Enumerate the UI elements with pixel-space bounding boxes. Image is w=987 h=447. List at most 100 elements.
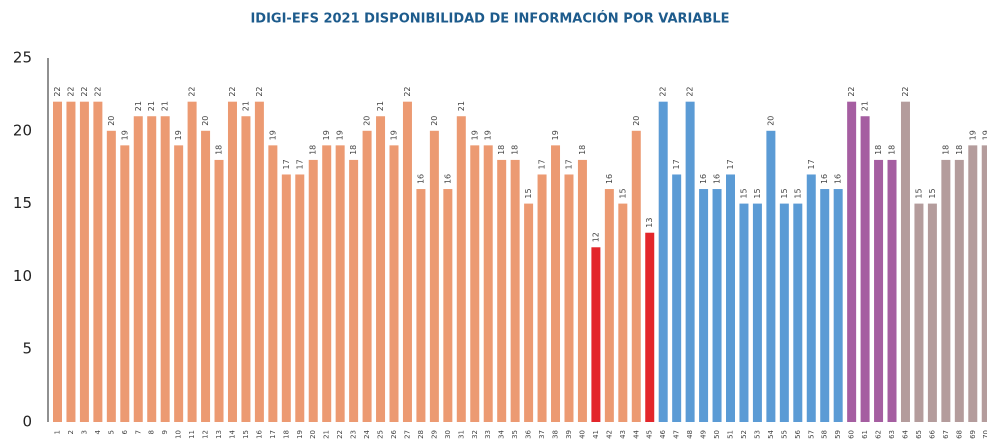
- bar: [645, 232, 655, 422]
- value-label: 22: [188, 86, 197, 96]
- bar: [766, 130, 776, 423]
- x-tick-label: 27: [403, 430, 411, 439]
- bar: [214, 159, 224, 423]
- bar: [820, 189, 830, 422]
- bar: [443, 189, 453, 422]
- value-label: 18: [874, 145, 883, 155]
- x-tick-label: 35: [511, 430, 519, 439]
- x-tick-label: 45: [646, 430, 654, 439]
- bar: [968, 145, 978, 423]
- value-label: 15: [780, 188, 789, 198]
- value-label: 20: [766, 116, 775, 126]
- value-label: 16: [713, 174, 722, 184]
- bar: [53, 101, 62, 423]
- x-tick-label: 6: [121, 429, 129, 434]
- value-label: 19: [268, 130, 277, 140]
- value-label: 13: [645, 218, 654, 228]
- value-label: 16: [605, 174, 614, 184]
- value-label: 19: [968, 130, 977, 140]
- bar: [887, 159, 897, 423]
- x-tick-label: 25: [377, 430, 385, 439]
- x-tick-label: 66: [928, 429, 936, 438]
- x-tick-label: 28: [417, 430, 425, 439]
- value-label: 17: [726, 159, 735, 169]
- value-label: 21: [134, 101, 143, 111]
- x-tick-label: 40: [578, 430, 586, 439]
- bar: [833, 189, 843, 422]
- bar: [79, 101, 89, 423]
- bar: [900, 101, 910, 423]
- bar: [120, 145, 130, 423]
- value-label: 22: [80, 86, 89, 96]
- x-tick-label: 58: [821, 430, 829, 439]
- x-tick-label: 61: [861, 430, 869, 439]
- value-label: 18: [578, 145, 587, 155]
- value-label: 19: [551, 130, 560, 140]
- x-tick-label: 41: [592, 430, 600, 439]
- y-tick-label: 10: [13, 267, 32, 285]
- x-tick-label: 55: [780, 430, 788, 439]
- bar: [847, 101, 857, 423]
- value-label: 15: [524, 188, 533, 198]
- bar: [874, 159, 884, 423]
- bar: [376, 116, 386, 423]
- bar: [308, 159, 318, 423]
- value-label: 15: [618, 188, 627, 198]
- value-label: 22: [228, 86, 237, 96]
- value-label: 18: [349, 145, 358, 155]
- bar: [927, 203, 937, 422]
- x-tick-label: 4: [94, 429, 102, 434]
- x-tick-label: 7: [134, 430, 142, 434]
- value-label: 19: [982, 130, 987, 140]
- bar: [658, 101, 668, 423]
- value-label: 22: [686, 86, 695, 96]
- value-label: 22: [659, 86, 668, 96]
- bar: [241, 116, 251, 423]
- bar: [483, 145, 493, 423]
- x-tick-label: 17: [269, 430, 277, 439]
- bar: [160, 116, 170, 423]
- bar: [739, 203, 749, 422]
- bar: [524, 203, 534, 422]
- value-label: 22: [66, 86, 75, 96]
- value-label: 15: [753, 188, 762, 198]
- x-tick-label: 52: [740, 430, 748, 439]
- y-tick-label: 25: [13, 49, 32, 67]
- x-tick-label: 34: [498, 429, 506, 438]
- value-label: 19: [484, 130, 493, 140]
- value-label: 21: [241, 101, 250, 111]
- x-tick-label: 33: [484, 430, 492, 439]
- value-label: 18: [309, 145, 318, 155]
- value-label: 18: [215, 145, 224, 155]
- bar: [954, 159, 964, 423]
- bar: [631, 130, 641, 423]
- bar: [604, 189, 614, 422]
- x-tick-label: 21: [323, 430, 331, 439]
- value-label: 16: [443, 174, 452, 184]
- x-tick-label: 42: [605, 430, 613, 439]
- bar: [685, 101, 695, 423]
- value-label: 18: [955, 145, 964, 155]
- x-tick-label: 20: [309, 430, 317, 439]
- y-tick-label: 20: [13, 121, 32, 139]
- bar: [174, 145, 184, 423]
- x-tick-label: 11: [188, 430, 196, 439]
- x-tick-label: 12: [202, 430, 210, 439]
- bar: [349, 159, 359, 423]
- value-label: 16: [834, 174, 843, 184]
- x-tick-label: 60: [848, 430, 856, 439]
- bar: [389, 145, 399, 423]
- value-label: 18: [511, 145, 520, 155]
- x-tick-label: 39: [565, 430, 573, 439]
- bar: [227, 101, 237, 423]
- bar: [187, 101, 197, 423]
- value-label: 20: [201, 116, 210, 126]
- value-label: 17: [807, 159, 816, 169]
- value-label: 20: [107, 116, 116, 126]
- x-tick-label: 49: [700, 430, 708, 439]
- x-tick-label: 9: [161, 430, 169, 434]
- x-tick-label: 19: [296, 430, 304, 439]
- value-label: 22: [255, 86, 264, 96]
- x-tick-label: 24: [363, 429, 371, 438]
